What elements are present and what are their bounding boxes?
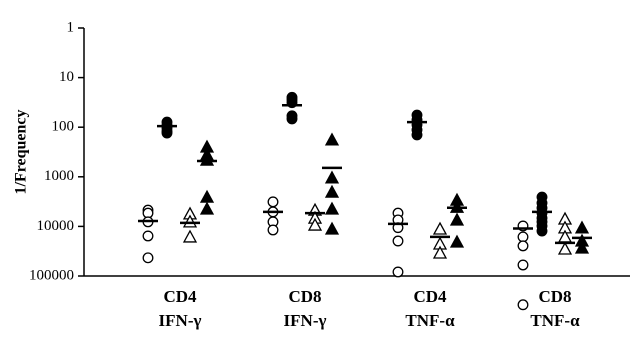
data-point: [324, 132, 340, 146]
data-point: [449, 234, 465, 248]
data-point: [411, 129, 423, 141]
data-point: [517, 240, 529, 252]
data-point: [199, 189, 215, 203]
data-point: [574, 220, 590, 234]
data-point: [536, 225, 548, 237]
data-point: [142, 230, 154, 242]
x-tick-label: CD8: [538, 287, 571, 306]
data-point: [432, 245, 448, 259]
data-point: [199, 152, 215, 166]
data-point: [517, 259, 529, 271]
data-point: [267, 196, 279, 208]
x-tick-label: CD8: [288, 287, 321, 306]
data-point: [286, 113, 298, 125]
x-tick-label: CD4: [163, 287, 197, 306]
data-point: [324, 201, 340, 215]
data-point: [324, 221, 340, 235]
y-axis-label: 1/Frequency: [13, 109, 30, 194]
data-point: [449, 212, 465, 226]
data-point: [267, 224, 279, 236]
x-tick-label: IFN-γ: [284, 311, 327, 330]
y-tick-label: 100: [52, 119, 75, 135]
x-tick-label: CD4: [413, 287, 447, 306]
data-point: [432, 221, 448, 235]
data-point: [182, 229, 198, 243]
y-tick-label: 1: [67, 19, 75, 35]
x-tick-label: TNF-α: [530, 311, 580, 330]
data-point: [324, 184, 340, 198]
y-tick-label: 100000: [29, 267, 74, 283]
data-point: [517, 299, 529, 311]
data-point: [517, 231, 529, 243]
data-point: [392, 266, 404, 278]
data-point: [307, 217, 323, 231]
x-tick-label: TNF-α: [405, 311, 455, 330]
data-point: [557, 241, 573, 255]
data-point: [392, 235, 404, 247]
x-tick-label: IFN-γ: [159, 311, 202, 330]
data-point: [142, 252, 154, 264]
data-point: [574, 240, 590, 254]
y-tick-label: 1000: [44, 168, 74, 184]
y-tick-label: 10: [59, 69, 74, 85]
data-point: [324, 170, 340, 184]
data-point: [199, 201, 215, 215]
y-tick-label: 10000: [37, 218, 75, 234]
data-point: [161, 127, 173, 139]
